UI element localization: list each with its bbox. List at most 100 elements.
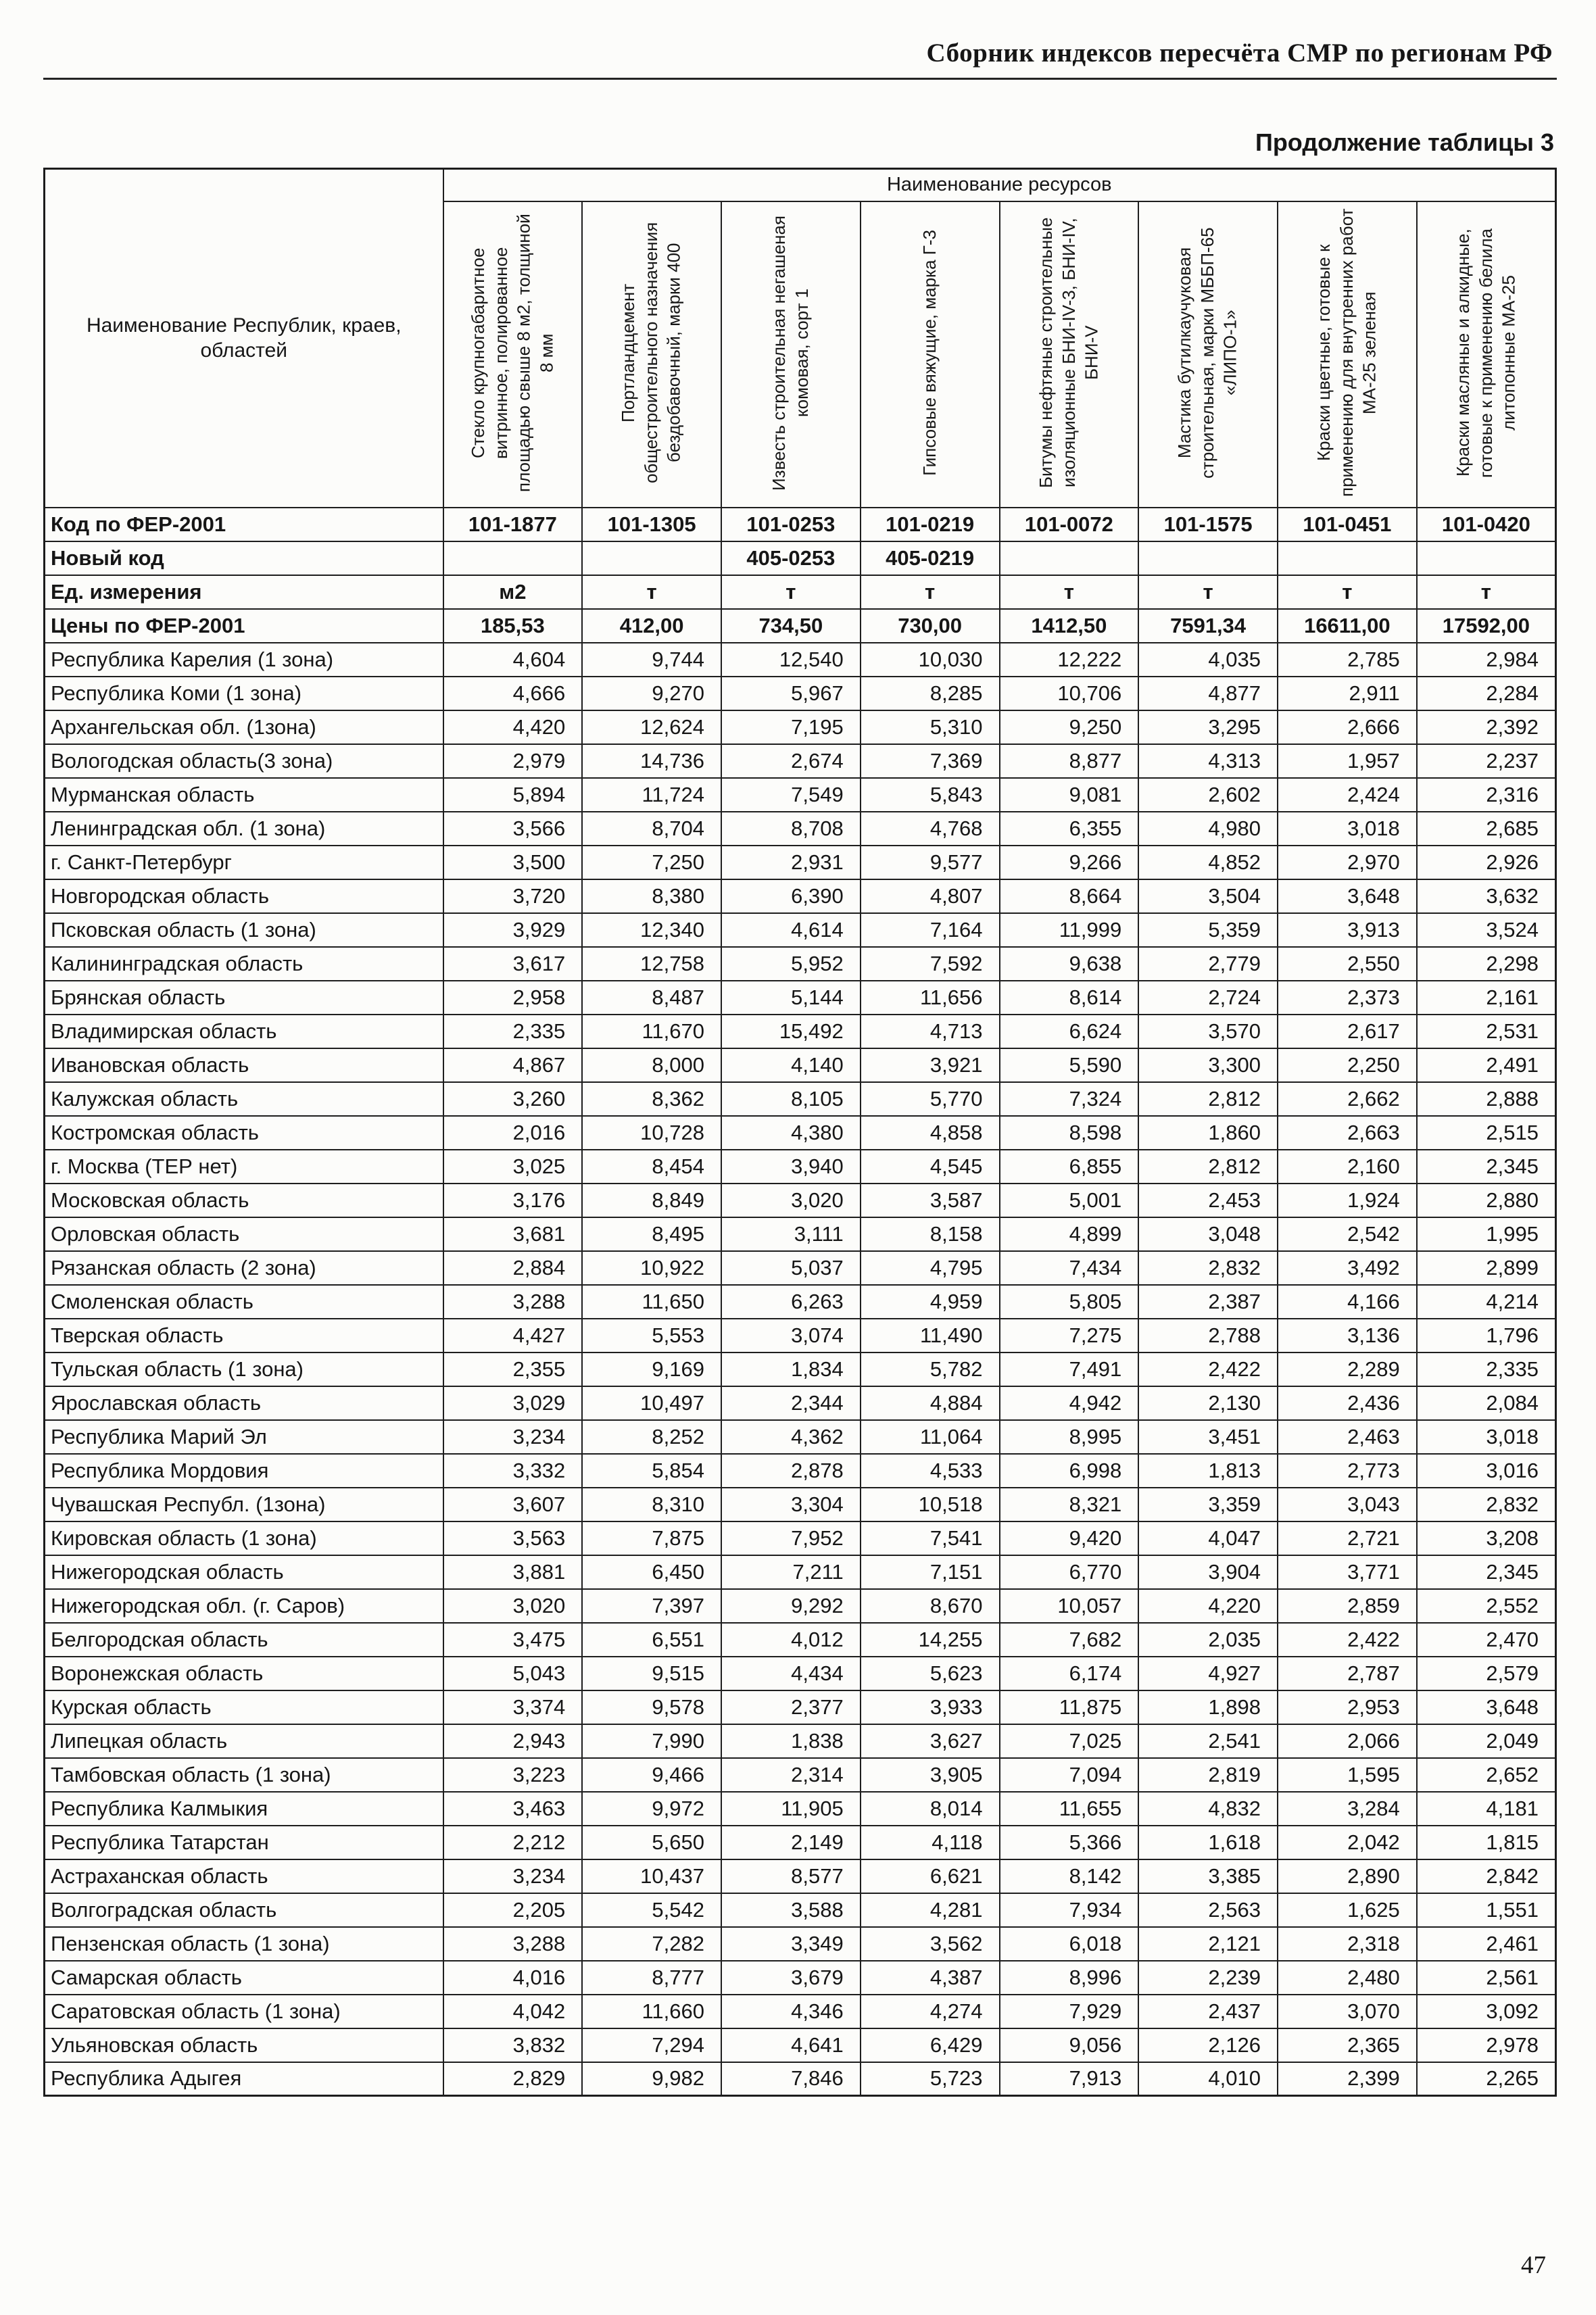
index-value-cell: 8,380 — [581, 878, 722, 914]
index-value-cell: 2,049 — [1416, 1723, 1557, 1759]
meta-value-cell: м2 — [442, 574, 583, 610]
index-value-cell: 3,234 — [442, 1419, 583, 1455]
resource-columns-row: Стекло крупногабаритное витринное, полир… — [45, 200, 1557, 508]
region-name: Псковская область (1 зона) — [43, 912, 444, 948]
index-value-cell: 7,164 — [859, 912, 1000, 948]
index-value-cell: 2,721 — [1277, 1520, 1418, 1556]
meta-value-cell — [1138, 540, 1278, 576]
index-value-cell: 6,998 — [998, 1453, 1140, 1488]
index-value-cell: 4,832 — [1138, 1790, 1278, 1826]
index-value-cell: 4,533 — [859, 1453, 1000, 1488]
index-value-cell: 3,136 — [1277, 1317, 1418, 1353]
index-value-cell: 10,030 — [859, 641, 1000, 677]
index-value-cell: 1,796 — [1416, 1317, 1557, 1353]
index-value-cell: 15,492 — [721, 1013, 861, 1049]
meta-value-cell — [581, 540, 722, 576]
index-value-cell: 2,335 — [1416, 1351, 1557, 1387]
index-value-cell: 2,829 — [442, 2061, 583, 2097]
index-value-cell: 7,549 — [721, 777, 861, 812]
index-value-cell: 3,524 — [1416, 912, 1557, 948]
index-value-cell: 2,979 — [442, 743, 583, 779]
index-value-cell: 2,943 — [442, 1723, 583, 1759]
column-header-label: Битумы нефтяные строительные изоляционны… — [1035, 217, 1102, 488]
meta-value-cell: 101-0072 — [998, 506, 1140, 542]
index-value-cell: 1,625 — [1277, 1892, 1418, 1928]
index-value-cell: 3,632 — [1416, 878, 1557, 914]
index-value-cell: 4,959 — [859, 1284, 1000, 1319]
index-value-cell: 5,144 — [721, 979, 861, 1015]
index-value-cell: 3,607 — [442, 1486, 583, 1522]
column-header-bitumen: Битумы нефтяные строительные изоляционны… — [998, 200, 1140, 508]
index-value-cell: 7,990 — [581, 1723, 722, 1759]
meta-value-cell: 405-0253 — [721, 540, 861, 576]
index-value-cell: 2,016 — [442, 1115, 583, 1150]
index-value-cell: 2,355 — [442, 1351, 583, 1387]
index-value-cell: 9,466 — [581, 1757, 722, 1793]
index-value-cell: 3,475 — [442, 1622, 583, 1657]
index-value-cell: 3,374 — [442, 1689, 583, 1725]
index-value-cell: 3,349 — [721, 1926, 861, 1961]
index-value-cell: 10,922 — [581, 1250, 722, 1286]
index-value-cell: 5,542 — [581, 1892, 722, 1928]
table-row: Брянская область 2,958 8,487 5,144 11,656 8,6… — [43, 979, 1557, 1015]
meta-value-cell — [1416, 540, 1557, 576]
index-value-cell: 8,105 — [721, 1081, 861, 1117]
index-value-cell: 2,819 — [1138, 1757, 1278, 1793]
index-value-cell: 9,982 — [581, 2061, 722, 2097]
index-value-cell: 3,570 — [1138, 1013, 1278, 1049]
index-value-cell: 3,295 — [1138, 709, 1278, 745]
index-value-cell: 8,614 — [998, 979, 1140, 1015]
meta-value-cell: 17592,00 — [1416, 608, 1557, 643]
index-value-cell: 5,854 — [581, 1453, 722, 1488]
index-value-cell: 4,899 — [998, 1216, 1140, 1252]
index-value-cell: 8,362 — [581, 1081, 722, 1117]
table-row: Смоленская область 3,288 11,650 6,263 4,959 5… — [43, 1284, 1557, 1319]
index-value-cell: 3,332 — [442, 1453, 583, 1488]
index-value-cell: 2,399 — [1277, 2061, 1418, 2097]
index-value-cell: 4,641 — [721, 2027, 861, 2063]
index-value-cell: 2,161 — [1416, 979, 1557, 1015]
region-name: Вологодская область(3 зона) — [43, 743, 444, 779]
index-value-cell: 3,074 — [721, 1317, 861, 1353]
index-value-cell: 2,437 — [1138, 1993, 1278, 2029]
index-value-cell: 5,894 — [442, 777, 583, 812]
region-name: Владимирская область — [43, 1013, 444, 1049]
index-value-cell: 2,237 — [1416, 743, 1557, 779]
index-value-cell: 4,867 — [442, 1047, 583, 1083]
index-value-cell: 10,728 — [581, 1115, 722, 1150]
region-name: Астраханская область — [43, 1858, 444, 1894]
index-value-cell: 4,042 — [442, 1993, 583, 2029]
table-row: Республика Татарстан 2,212 5,650 2,149 4,118… — [43, 1824, 1557, 1860]
index-value-cell: 3,463 — [442, 1790, 583, 1826]
region-name: Ярославская область — [43, 1385, 444, 1421]
table-row: Республика Мордовия 3,332 5,854 2,878 4,533 6… — [43, 1453, 1557, 1488]
index-value-cell: 4,858 — [859, 1115, 1000, 1150]
table-row: Ленинградская обл. (1 зона) 3,566 8,704 8,7… — [43, 810, 1557, 846]
index-value-cell: 8,577 — [721, 1858, 861, 1894]
index-value-cell: 7,094 — [998, 1757, 1140, 1793]
meta-value-cell — [442, 540, 583, 576]
column-header-paint-color: Краски цветные, готовые к применению для… — [1277, 200, 1418, 508]
region-name: Нижегородская обл. (г. Саров) — [43, 1588, 444, 1624]
meta-value-cell: т — [859, 574, 1000, 610]
index-value-cell: 2,463 — [1277, 1419, 1418, 1455]
table-row: Калининградская область 3,617 12,758 5,952 7… — [43, 946, 1557, 981]
index-value-cell: 7,592 — [859, 946, 1000, 981]
index-value-cell: 6,390 — [721, 878, 861, 914]
index-value-cell: 4,380 — [721, 1115, 861, 1150]
index-value-cell: 10,497 — [581, 1385, 722, 1421]
index-value-cell: 2,314 — [721, 1757, 861, 1793]
index-value-cell: 2,652 — [1416, 1757, 1557, 1793]
index-value-cell: 4,768 — [859, 810, 1000, 846]
index-value-cell: 2,724 — [1138, 979, 1278, 1015]
index-value-cell: 2,436 — [1277, 1385, 1418, 1421]
index-value-cell: 2,377 — [721, 1689, 861, 1725]
index-value-cell: 2,787 — [1277, 1655, 1418, 1691]
meta-value-cell: 101-0451 — [1277, 506, 1418, 542]
index-value-cell: 2,344 — [721, 1385, 861, 1421]
index-value-cell: 2,880 — [1416, 1182, 1557, 1218]
region-name: Калужская область — [43, 1081, 444, 1117]
index-value-cell: 2,491 — [1416, 1047, 1557, 1083]
index-value-cell: 3,587 — [859, 1182, 1000, 1218]
